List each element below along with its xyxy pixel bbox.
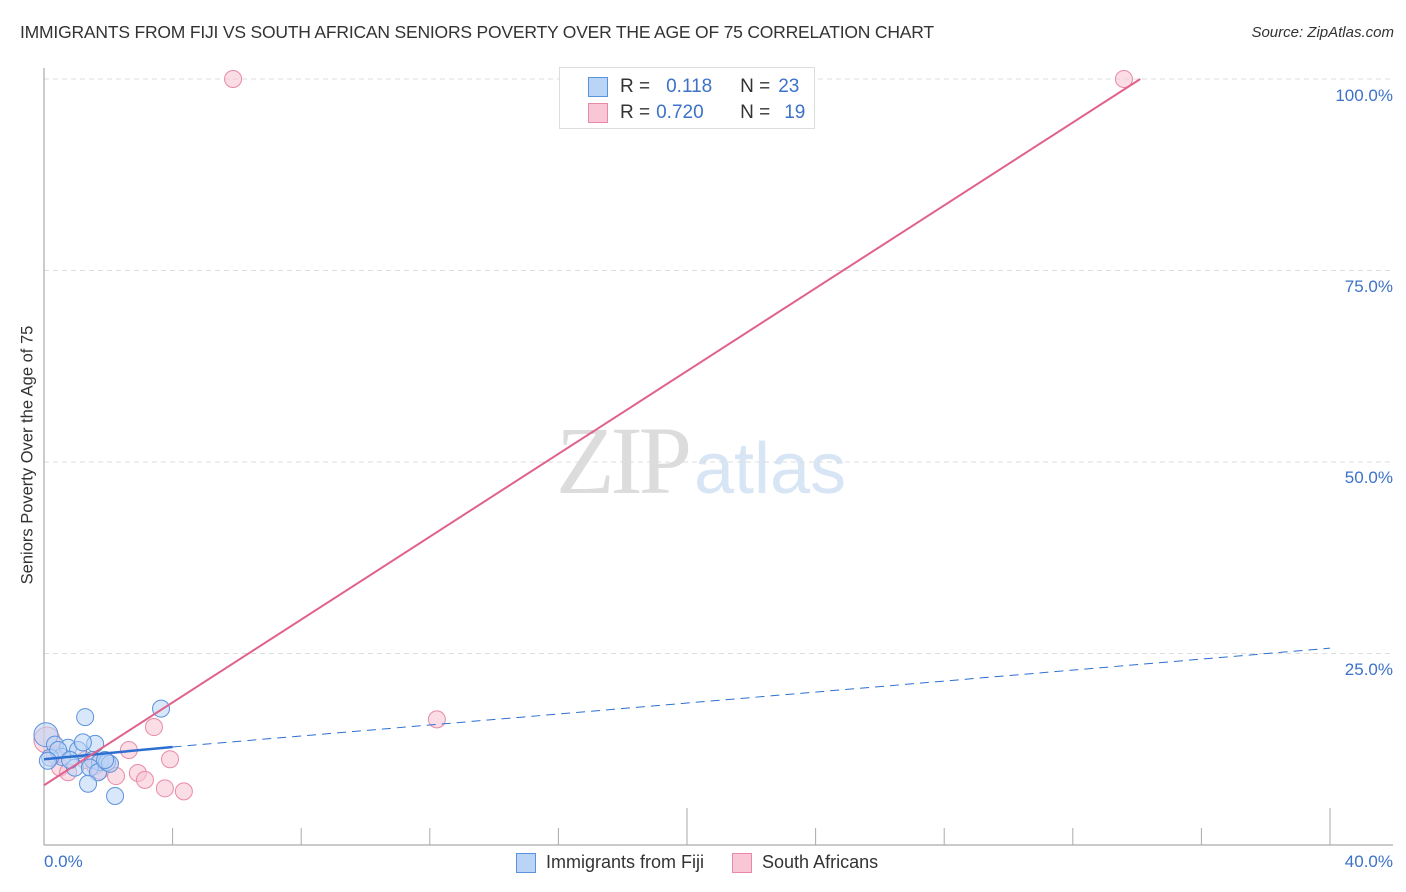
south-africans-point xyxy=(224,70,243,88)
south-africans-swatch-icon xyxy=(732,852,753,873)
n-label: N = xyxy=(740,76,771,97)
zipatlas-watermark: ZIPatlas xyxy=(556,405,846,516)
legend-label-south-africans: South Africans xyxy=(762,852,879,872)
south-africans-point xyxy=(161,750,180,769)
south-africans-point xyxy=(427,710,446,729)
r-label: R = xyxy=(620,102,651,123)
south-africans-point xyxy=(135,770,154,789)
south-africans-point xyxy=(1114,70,1133,88)
south-africans-points xyxy=(33,70,1133,801)
source-label: Source: ZipAtlas.com xyxy=(1251,24,1394,41)
correlation-legend: R = 0.118 N = 23 R = 0.720 N = 19 xyxy=(559,67,815,129)
n-label: N = xyxy=(740,102,771,123)
trend-lines xyxy=(43,78,1331,787)
fiji-point xyxy=(79,774,98,793)
n-value-fiji: 23 xyxy=(778,76,800,97)
south-africans-trend-line xyxy=(43,78,1141,787)
y-axis-label: Seniors Poverty Over the Age of 75 xyxy=(18,325,37,585)
r-value-fiji: 0.118 xyxy=(666,76,713,97)
south-africans-point xyxy=(144,718,163,737)
fiji-point xyxy=(61,750,80,769)
y-tick-75: 75.0% xyxy=(1344,277,1393,296)
x-tick-40: 40.0% xyxy=(1344,852,1393,871)
axes xyxy=(43,68,1393,846)
fiji-trend-extension xyxy=(172,647,1331,748)
watermark-atlas: atlas xyxy=(694,429,847,509)
fiji-trend-line xyxy=(43,745,173,761)
x-tick-0: 0.0% xyxy=(44,852,83,871)
fiji-point xyxy=(76,708,95,727)
legend-row-south-africans: R = 0.720 N = 19 xyxy=(588,101,805,125)
gridlines xyxy=(44,78,1393,654)
south-africans-point xyxy=(155,779,174,798)
fiji-swatch-icon xyxy=(516,852,536,873)
chart-title: IMMIGRANTS FROM FIJI VS SOUTH AFRICAN SE… xyxy=(20,22,934,42)
legend-item-fiji[interactable]: Immigrants from Fiji xyxy=(516,852,704,873)
series-legend: Immigrants from Fiji South Africans xyxy=(516,852,906,873)
watermark-zip: ZIP xyxy=(556,407,692,514)
fiji-point xyxy=(106,786,125,805)
y-tick-50: 50.0% xyxy=(1344,468,1393,487)
fiji-point xyxy=(73,733,92,752)
fiji-swatch-icon xyxy=(588,77,608,97)
r-label: R = xyxy=(620,76,651,97)
fiji-point xyxy=(96,750,115,769)
south-africans-swatch-icon xyxy=(588,103,608,123)
r-value-south-africans: 0.720 xyxy=(656,102,704,123)
y-tick-100: 100.0% xyxy=(1335,86,1393,105)
legend-label-fiji: Immigrants from Fiji xyxy=(546,852,705,872)
legend-row-fiji: R = 0.118 N = 23 xyxy=(588,75,799,99)
legend-item-south-africans[interactable]: South Africans xyxy=(732,852,878,873)
fiji-points xyxy=(33,699,171,805)
y-tick-25: 25.0% xyxy=(1344,660,1393,679)
south-africans-point xyxy=(174,782,193,801)
fiji-point xyxy=(38,751,57,770)
n-value-south-africans: 19 xyxy=(784,102,806,123)
